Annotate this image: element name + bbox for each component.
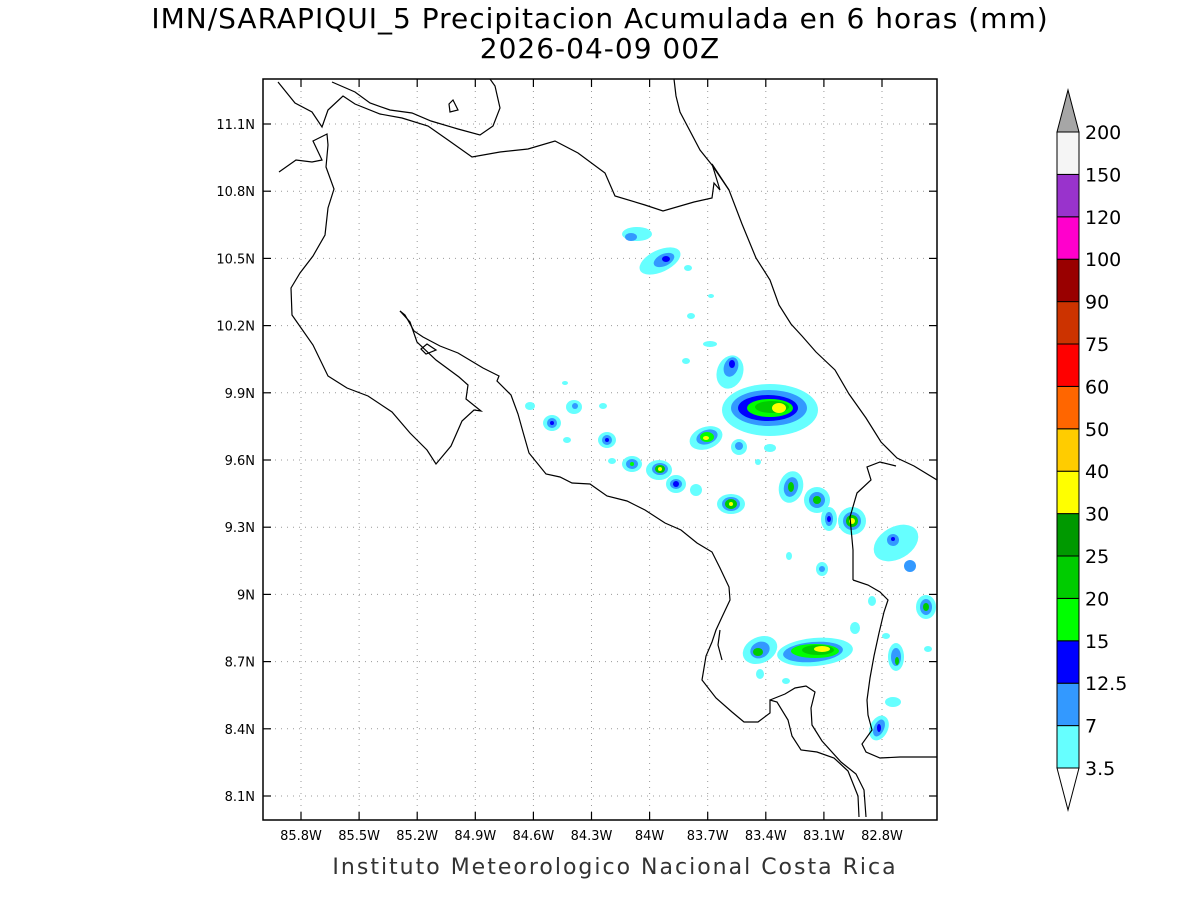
- colorbar-swatch: [1056, 555, 1080, 599]
- colorbar-label: 12.5: [1085, 673, 1127, 695]
- lat-tick-label: 8.4N: [225, 723, 255, 738]
- lat-tick-label: 9.9N: [225, 387, 255, 402]
- colorbar-swatch: [1056, 725, 1080, 769]
- precip-cell: [838, 507, 866, 535]
- colorbar-label: 25: [1085, 546, 1109, 568]
- precip-cell: [622, 456, 642, 472]
- colorbar-swatch: [1056, 258, 1080, 303]
- lat-tick-label: 8.7N: [225, 656, 255, 671]
- colorbar-swatch: [1056, 131, 1080, 175]
- colorbar-label: 100: [1085, 249, 1121, 271]
- precip-cell: [717, 494, 745, 514]
- precipitation-field: [525, 227, 936, 741]
- coastlines: [277, 79, 937, 818]
- colorbar-label: 15: [1085, 631, 1109, 653]
- precip-cell: [869, 715, 889, 741]
- precip-cell: [804, 487, 830, 513]
- lat-tick-label: 9.6N: [225, 454, 255, 469]
- lat-tick-label: 11.1N: [216, 118, 255, 133]
- precip-cell: [639, 247, 681, 275]
- precip-cell: [716, 355, 744, 389]
- colorbar-swatch: [1056, 428, 1080, 472]
- precip-cell: [916, 595, 936, 619]
- lon-tick-label: 83.7W: [687, 829, 729, 844]
- lon-tick-label: 84W: [635, 829, 665, 844]
- colorbar-label: 75: [1085, 334, 1109, 356]
- lon-tick-label: 85.2W: [396, 829, 438, 844]
- precip-cell: [598, 432, 616, 448]
- colorbar-label: 20: [1085, 588, 1109, 610]
- precip-cell: [689, 426, 723, 450]
- precip-cell: [543, 415, 561, 431]
- colorbar-swatch: [1056, 640, 1080, 684]
- map-valid-time: 2026-04-09 00Z: [479, 32, 721, 65]
- precip-cell: [731, 439, 747, 455]
- colorbar-label: 7: [1085, 716, 1097, 738]
- precip-cell: [666, 475, 686, 493]
- lon-tick-label: 83.4W: [745, 829, 787, 844]
- colorbar-swatch: [1056, 385, 1080, 430]
- credit-text: Instituto Meteorologico Nacional Costa R…: [332, 855, 898, 880]
- colorbar-label: 50: [1085, 419, 1109, 441]
- graticule: [263, 79, 937, 820]
- lat-tick-label: 9N: [237, 588, 255, 603]
- colorbar-label: 200: [1085, 122, 1121, 144]
- precip-cell: [873, 524, 919, 572]
- lon-tick-label: 85.5W: [338, 829, 380, 844]
- colorbar-swatch: [1056, 173, 1080, 218]
- map-frame: [262, 78, 938, 821]
- colorbar-label: 120: [1085, 207, 1121, 229]
- lat-tick-label: 10.8N: [216, 185, 255, 200]
- colorbar-swatch: [1056, 216, 1080, 260]
- colorbar-swatch: [1056, 682, 1080, 727]
- precip-cell: [778, 471, 804, 503]
- colorbar: 3.5 7 12.5 15 20 25 30 40 50 60 75 90 100 120 150 200: [1056, 88, 1127, 812]
- lon-tick-label: 85.8W: [280, 829, 322, 844]
- map-axes: 11.1N 10.8N 10.5N 10.2N 9.9N 9.6N 9.3N 9N 8.7N 8.…: [216, 79, 937, 844]
- colorbar-swatch: [1056, 597, 1080, 642]
- lat-tick-label: 10.5N: [216, 252, 255, 267]
- precip-cell: [622, 227, 652, 241]
- colorbar-swatch: [1056, 301, 1080, 345]
- colorbar-swatch: [1056, 513, 1080, 557]
- precip-cell: [566, 400, 582, 414]
- colorbar-over-arrow: [1056, 88, 1080, 133]
- lon-tick-label: 83.1W: [803, 829, 845, 844]
- colorbar-label: 3.5: [1085, 758, 1115, 780]
- colorbar-swatch: [1056, 470, 1080, 515]
- lon-tick-label: 82.8W: [861, 829, 903, 844]
- colorbar-swatch: [1056, 343, 1080, 387]
- colorbar-label: 60: [1085, 376, 1109, 398]
- precip-cell: [821, 507, 837, 531]
- lat-tick-label: 10.2N: [216, 320, 255, 335]
- map-title: IMN/SARAPIQUI_5 Precipitacion Acumulada …: [151, 2, 1049, 35]
- colorbar-label: 40: [1085, 461, 1109, 483]
- lon-tick-label: 84.3W: [571, 829, 613, 844]
- lon-tick-label: 84.6W: [512, 829, 554, 844]
- precip-cell: [722, 384, 818, 436]
- lat-tick-label: 9.3N: [225, 521, 255, 536]
- colorbar-label: 90: [1085, 292, 1109, 314]
- lon-tick-label: 84.9W: [454, 829, 496, 844]
- colorbar-label: 150: [1085, 164, 1121, 186]
- precip-cell: [816, 562, 828, 576]
- precip-cell: [646, 460, 672, 480]
- precip-cell: [742, 635, 778, 665]
- lat-tick-label: 8.1N: [225, 790, 255, 805]
- precip-cell: [777, 637, 853, 667]
- colorbar-label: 30: [1085, 504, 1109, 526]
- precip-cell: [888, 643, 904, 671]
- colorbar-under-arrow: [1056, 767, 1080, 812]
